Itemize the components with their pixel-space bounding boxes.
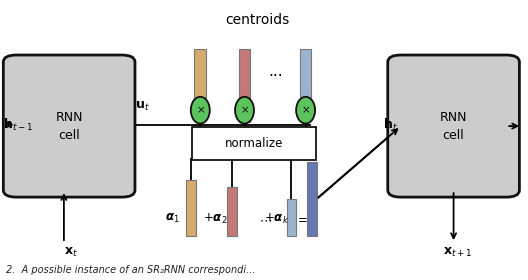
- Text: $\times$: $\times$: [240, 105, 249, 115]
- FancyBboxPatch shape: [3, 55, 135, 197]
- Bar: [239, 50, 250, 122]
- Bar: [300, 50, 312, 113]
- Text: $\boldsymbol{\alpha}_1$: $\boldsymbol{\alpha}_1$: [165, 212, 180, 225]
- Text: $\times$: $\times$: [196, 105, 205, 115]
- Text: $\times$: $\times$: [301, 105, 310, 115]
- Text: ...: ...: [268, 64, 283, 79]
- Text: normalize: normalize: [224, 137, 283, 150]
- Bar: [287, 199, 296, 236]
- Text: $\mathbf{h}_{t}$: $\mathbf{h}_{t}$: [383, 117, 398, 133]
- Text: RNN
cell: RNN cell: [55, 111, 83, 142]
- FancyBboxPatch shape: [388, 55, 520, 197]
- Text: $\mathbf{h}_{t-1}$: $\mathbf{h}_{t-1}$: [3, 117, 33, 133]
- Text: $\mathbf{x}_{t+1}$: $\mathbf{x}_{t+1}$: [443, 246, 472, 259]
- Ellipse shape: [296, 97, 315, 123]
- Text: $+\boldsymbol{\alpha}_2$: $+\boldsymbol{\alpha}_2$: [203, 211, 228, 226]
- Text: RNN
cell: RNN cell: [440, 111, 467, 142]
- Text: centroids: centroids: [225, 13, 289, 27]
- Text: $\mathbf{u}_{t}$: $\mathbf{u}_{t}$: [135, 99, 150, 113]
- Text: $+\boldsymbol{\alpha}_k$: $+\boldsymbol{\alpha}_k$: [264, 211, 289, 226]
- Text: 2.  A possible instance of an SR₂RNN correspondi...: 2. A possible instance of an SR₂RNN corr…: [6, 265, 256, 275]
- Bar: [186, 180, 195, 236]
- Text: $\mathbf{x}_{t}$: $\mathbf{x}_{t}$: [64, 246, 78, 259]
- Bar: [194, 50, 206, 108]
- Ellipse shape: [191, 97, 210, 123]
- Text: $=$: $=$: [295, 212, 308, 225]
- Ellipse shape: [235, 97, 254, 123]
- Text: $\cdots$: $\cdots$: [259, 213, 272, 227]
- Bar: [307, 162, 317, 236]
- FancyBboxPatch shape: [192, 127, 316, 160]
- Bar: [227, 187, 237, 236]
